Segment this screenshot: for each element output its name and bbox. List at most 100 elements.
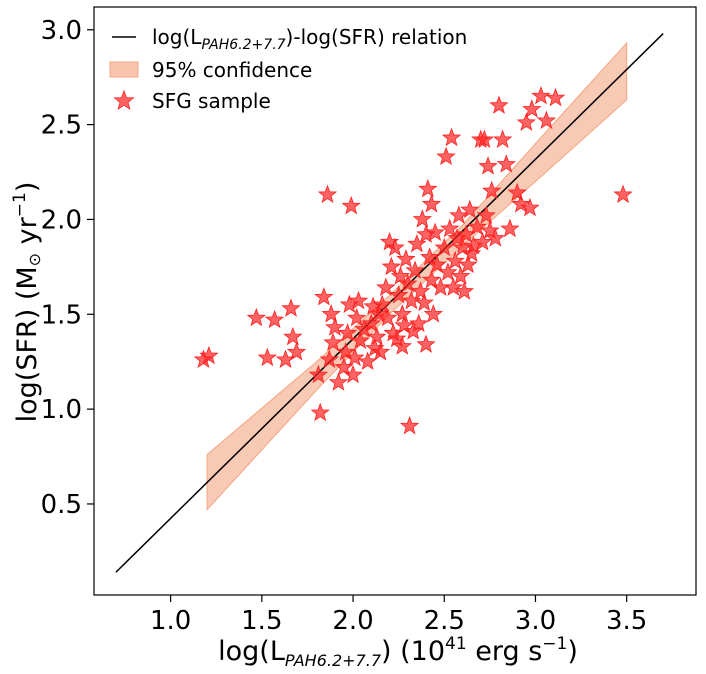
sample-point-10 [310,402,330,422]
sample-point-94 [482,180,502,200]
y-tick-label-4: 2.5 [41,111,82,141]
sample-point-98 [496,154,516,173]
sample-point-43 [387,328,407,348]
legend-label-relation: log(LPAH6.2+7.7)-log(SFR) relation [152,25,467,53]
sample-point-20 [337,323,358,342]
sample-point-30 [361,313,381,332]
sample-point-73 [440,218,460,238]
sample-point-27 [350,330,370,350]
sample-point-108 [613,184,633,203]
legend-confidence-swatch [109,61,139,78]
sample-point-13 [319,349,339,369]
sample-point-52 [401,290,422,310]
sample-point-97 [492,129,513,148]
sample-point-60 [416,334,436,353]
sample-point-22 [341,196,361,215]
sample-point-23 [343,364,363,384]
sample-point-14 [321,304,341,323]
sample-point-66 [423,304,443,323]
sample-point-34 [368,304,389,323]
sample-point-24 [345,347,365,367]
x-tick-label-5: 3.5 [606,606,647,636]
sample-point-64 [421,194,442,213]
sample-point-47 [392,304,412,323]
sample-point-9 [308,364,329,384]
sample-point-78 [449,205,469,224]
sample-point-4 [264,309,285,329]
sample-point-54 [405,260,425,279]
y-axis-ticks: 0.5 1.0 1.5 2.0 2.5 3.0 [41,16,94,520]
sample-point-6 [281,298,301,317]
sample-point-17 [328,372,349,391]
sample-point-62 [418,178,438,198]
sample-point-81 [454,281,474,300]
sample-point-104 [522,99,542,118]
sample-point-7 [286,342,307,361]
sample-point-25 [347,307,367,327]
x-axis-title: log(LPAH6.2+7.7) (1041 erg s−1) [218,634,578,670]
sample-point-87 [467,216,487,236]
sample-point-106 [536,110,557,130]
sample-point-49 [396,249,416,268]
sample-point-42 [385,237,405,257]
sample-point-8 [283,326,303,346]
sample-point-74 [441,127,462,147]
sample-point-3 [257,347,277,367]
legend-label-sample: SFG sample [152,89,271,113]
sample-point-93 [480,220,500,240]
sample-point-29 [357,351,378,370]
sample-point-68 [427,254,447,274]
sample-point-65 [421,269,442,289]
sample-point-33 [367,326,387,346]
sample-point-55 [407,233,427,253]
sample-point-83 [458,254,478,274]
sample-point-96 [489,95,509,114]
sample-point-99 [500,218,520,238]
sample-point-67 [425,222,445,241]
sample-point-72 [438,262,458,281]
sample-point-50 [398,273,418,293]
x-tick-label-0: 1.0 [150,606,191,636]
sample-point-84 [460,199,480,219]
x-tick-label-3: 2.5 [424,606,465,636]
sample-point-100 [507,182,527,202]
sample-point-36 [372,294,392,313]
plot-frame [93,6,697,596]
sample-point-51 [399,416,420,435]
sample-point-63 [420,247,440,266]
sample-point-35 [370,342,391,361]
x-tick-label-4: 3.0 [515,606,556,636]
sample-point-48 [394,315,414,334]
sample-point-101 [511,194,531,213]
sample-point-26 [348,290,369,310]
y-tick-label-0: 0.5 [41,490,82,520]
y-tick-label-5: 3.0 [41,16,82,46]
sample-point-44 [389,285,409,304]
sample-point-76 [445,251,465,270]
sample-point-12 [317,184,338,203]
sample-point-59 [414,292,434,312]
sample-point-105 [531,86,551,105]
legend-label-confidence: 95% confidence [152,58,312,82]
sample-point-19 [336,342,356,361]
sample-point-89 [472,232,493,251]
sample-point-71 [436,146,456,166]
sample-point-79 [451,266,471,285]
sample-point-40 [381,256,401,276]
sample-points-layer [193,86,633,435]
sample-point-2 [246,307,267,327]
sample-point-58 [412,209,433,228]
x-axis-ticks: 1.0 1.5 2.0 2.5 3.0 3.5 [150,595,647,636]
y-axis-title: log(SFR) (M⊙ yr−1) [10,182,44,423]
legend: log(LPAH6.2+7.7)-log(SFR) relation 95% c… [109,25,467,113]
sample-point-102 [516,112,536,131]
sample-point-46 [392,336,412,355]
sample-point-70 [434,237,454,257]
x-tick-label-1: 1.5 [241,606,282,636]
sample-point-56 [409,313,429,332]
legend-star-icon [113,89,135,111]
sample-point-45 [390,266,411,285]
sample-point-91 [476,205,496,224]
x-tick-label-2: 2.0 [332,606,373,636]
